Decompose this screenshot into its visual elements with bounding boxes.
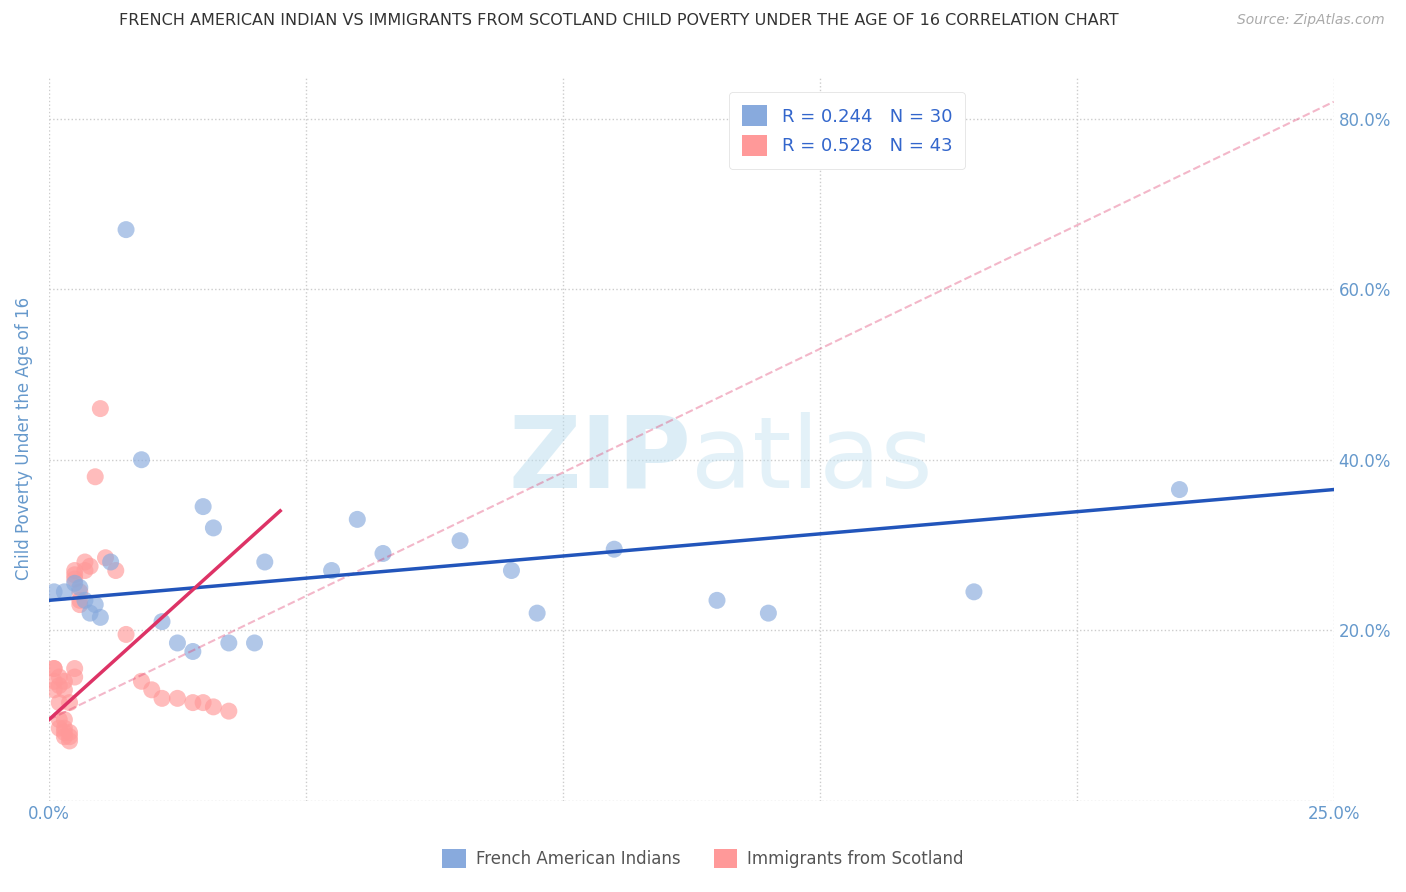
Point — [346, 512, 368, 526]
Text: FRENCH AMERICAN INDIAN VS IMMIGRANTS FROM SCOTLAND CHILD POVERTY UNDER THE AGE O: FRENCH AMERICAN INDIAN VS IMMIGRANTS FRO… — [120, 13, 1118, 29]
Point — [84, 469, 107, 483]
Point — [63, 576, 86, 591]
Point — [321, 564, 343, 578]
Point — [69, 593, 91, 607]
Text: atlas: atlas — [692, 411, 934, 508]
Point — [42, 661, 65, 675]
Point — [1168, 483, 1191, 497]
Point — [84, 598, 107, 612]
Point — [202, 521, 225, 535]
Point — [181, 644, 204, 658]
Point — [53, 725, 76, 739]
Point — [89, 401, 111, 416]
Point — [243, 636, 266, 650]
Point — [253, 555, 276, 569]
Point — [58, 730, 80, 744]
Point — [218, 704, 240, 718]
Point — [69, 581, 91, 595]
Point — [63, 564, 86, 578]
Point — [53, 713, 76, 727]
Point — [63, 670, 86, 684]
Point — [69, 584, 91, 599]
Point — [526, 606, 548, 620]
Point — [603, 542, 626, 557]
Point — [79, 559, 101, 574]
Point — [73, 555, 96, 569]
Point — [104, 564, 127, 578]
Point — [53, 721, 76, 735]
Point — [53, 730, 76, 744]
Point — [131, 452, 153, 467]
Point — [48, 679, 70, 693]
Point — [42, 674, 65, 689]
Point — [63, 661, 86, 675]
Point — [53, 584, 76, 599]
Point — [706, 593, 728, 607]
Point — [166, 691, 188, 706]
Point — [63, 572, 86, 586]
Point — [48, 713, 70, 727]
Point — [218, 636, 240, 650]
Point — [115, 222, 138, 236]
Text: ZIP: ZIP — [509, 411, 692, 508]
Point — [73, 564, 96, 578]
Point — [141, 682, 163, 697]
Point — [191, 696, 214, 710]
Point — [42, 661, 65, 675]
Point — [58, 734, 80, 748]
Point — [131, 674, 153, 689]
Point — [758, 606, 780, 620]
Point — [150, 615, 173, 629]
Point — [166, 636, 188, 650]
Point — [69, 598, 91, 612]
Point — [371, 546, 394, 560]
Point — [73, 593, 96, 607]
Point — [202, 699, 225, 714]
Point — [63, 567, 86, 582]
Point — [42, 584, 65, 599]
Point — [191, 500, 214, 514]
Legend: French American Indians, Immigrants from Scotland: French American Indians, Immigrants from… — [436, 842, 970, 875]
Point — [58, 725, 80, 739]
Point — [100, 555, 122, 569]
Point — [48, 696, 70, 710]
Y-axis label: Child Poverty Under the Age of 16: Child Poverty Under the Age of 16 — [15, 297, 32, 580]
Point — [181, 696, 204, 710]
Text: Source: ZipAtlas.com: Source: ZipAtlas.com — [1237, 13, 1385, 28]
Legend: R = 0.244   N = 30, R = 0.528   N = 43: R = 0.244 N = 30, R = 0.528 N = 43 — [730, 93, 965, 169]
Point — [150, 691, 173, 706]
Point — [48, 721, 70, 735]
Point — [94, 550, 117, 565]
Point — [48, 670, 70, 684]
Point — [79, 606, 101, 620]
Point — [42, 682, 65, 697]
Point — [115, 627, 138, 641]
Point — [58, 696, 80, 710]
Point — [89, 610, 111, 624]
Point — [53, 674, 76, 689]
Point — [53, 682, 76, 697]
Point — [501, 564, 523, 578]
Point — [449, 533, 471, 548]
Point — [963, 584, 986, 599]
